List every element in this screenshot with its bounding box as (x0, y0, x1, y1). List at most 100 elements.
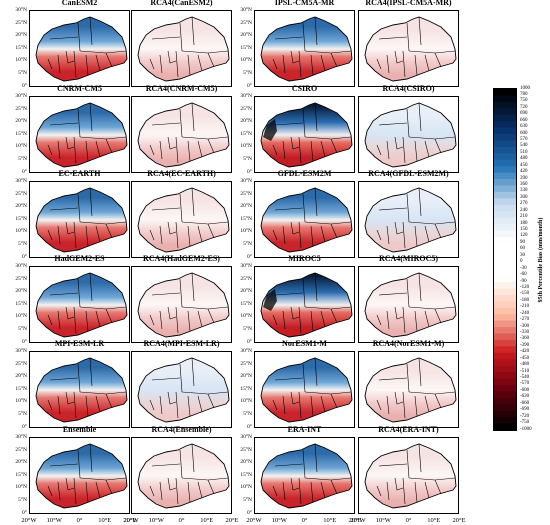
y-tick-label: 30°N (15, 263, 27, 269)
country-border (414, 310, 418, 332)
y-tick-label: 0° (22, 253, 27, 260)
y-tick-label: 20°N (15, 459, 27, 466)
colorbar-tick-label: 30 (520, 252, 525, 258)
colorbar-swatch (494, 179, 516, 186)
colorbar-label: 95th Percentile Bias (mm/month) (538, 217, 544, 303)
y-tick-label: 5°N (18, 497, 27, 504)
map-panel: NorESM1-M (254, 339, 355, 428)
y-tick-label: 15°N (15, 300, 27, 307)
map-frame (29, 351, 130, 428)
country-border (47, 58, 53, 70)
colorbar-swatch (494, 417, 516, 424)
region-fill (364, 187, 457, 253)
colorbar-swatch (494, 282, 516, 289)
country-border (378, 207, 408, 211)
country-border (77, 449, 81, 479)
map-frame (131, 181, 232, 258)
colorbar-tick-label: 270 (520, 201, 528, 207)
y-tick-label: 5°N (18, 70, 27, 77)
colorbar-tick-label: -690 (520, 407, 530, 413)
country-border (418, 187, 422, 217)
region-fill (137, 102, 230, 168)
country-border (394, 221, 404, 235)
country-border (406, 193, 410, 223)
country-border (330, 223, 338, 239)
country-border (314, 187, 318, 217)
country-border (290, 50, 300, 64)
country-border (89, 443, 93, 473)
country-border (282, 481, 286, 501)
y-tick-label: 15°N (15, 215, 27, 222)
colorbar-swatches (494, 89, 516, 431)
country-border (394, 136, 404, 150)
country-border (47, 485, 53, 497)
x-tick-label: 10°E (200, 517, 214, 524)
country-border (298, 136, 302, 164)
country-border (151, 377, 181, 381)
country-border (49, 377, 79, 381)
colorbar-tick-label: 420 (520, 169, 528, 175)
country-border (314, 272, 318, 302)
country-border (167, 50, 177, 64)
country-border (149, 58, 155, 70)
colorbar-swatch (494, 211, 516, 219)
y-tick-label: 20°N (240, 288, 252, 295)
country-border (95, 140, 101, 158)
country-border (418, 443, 422, 473)
panel-title: ERA-INT (287, 425, 322, 434)
y-tick-label: 30°N (240, 7, 252, 13)
colorbar-swatch (494, 275, 516, 283)
country-border (65, 136, 75, 150)
panel-title: RCA4(ERA-INT) (378, 425, 439, 434)
bias-map (260, 443, 353, 509)
colorbar-tick-label: -480 (520, 362, 530, 368)
country-border (310, 140, 314, 162)
bias-map (137, 357, 230, 423)
region-fill (137, 357, 230, 423)
y-tick-label: 15°N (15, 471, 27, 478)
country-border (179, 22, 183, 52)
colorbar-tick-label: -720 (520, 413, 530, 419)
country-border (424, 54, 430, 72)
map-frame (29, 96, 130, 173)
country-border (298, 477, 302, 505)
country-border (73, 306, 77, 334)
bias-map (137, 102, 230, 168)
colorbar-swatch (494, 140, 516, 148)
y-tick-label: 25°N (240, 19, 252, 26)
country-border (274, 36, 304, 40)
y-tick-label: 25°N (15, 360, 27, 367)
bias-map (364, 187, 457, 253)
panel-title: MIROC5 (288, 254, 321, 263)
country-border (89, 102, 93, 132)
country-border (49, 122, 79, 126)
country-border (414, 395, 418, 417)
colorbar-swatch (494, 108, 516, 116)
map-panel: HadGEM2-ES (29, 254, 130, 343)
colorbar-swatch (494, 243, 516, 251)
x-tick-label: 0° (301, 517, 308, 524)
bias-map (137, 272, 230, 338)
y-tick-label: 5°N (243, 70, 252, 77)
panel-title: GFDL-ESM2M (277, 169, 332, 178)
country-border (191, 102, 195, 132)
colorbar-tick-label: -330 (520, 329, 530, 335)
country-border (85, 54, 89, 76)
y-tick-label: 10°N (15, 484, 27, 491)
map-frame (358, 181, 459, 258)
colorbar-tick-label: -270 (520, 317, 530, 323)
country-border (187, 140, 191, 162)
panel-title: IPSL-CM5A-MR (274, 0, 335, 7)
colorbar-swatch (494, 89, 516, 96)
colorbar-tick-label: -30 (520, 265, 527, 271)
country-border (274, 463, 304, 467)
map-panel: ERA-INT (254, 425, 355, 514)
country-border (376, 144, 382, 156)
y-tick-label: 25°N (15, 446, 27, 453)
country-border (85, 481, 89, 503)
country-border (149, 314, 155, 326)
x-tick-label: 10°W (375, 517, 391, 524)
colorbar-tick-label: -360 (520, 336, 530, 342)
colorbar-tick-label: -450 (520, 355, 530, 361)
y-tick-label: 25°N (15, 275, 27, 282)
